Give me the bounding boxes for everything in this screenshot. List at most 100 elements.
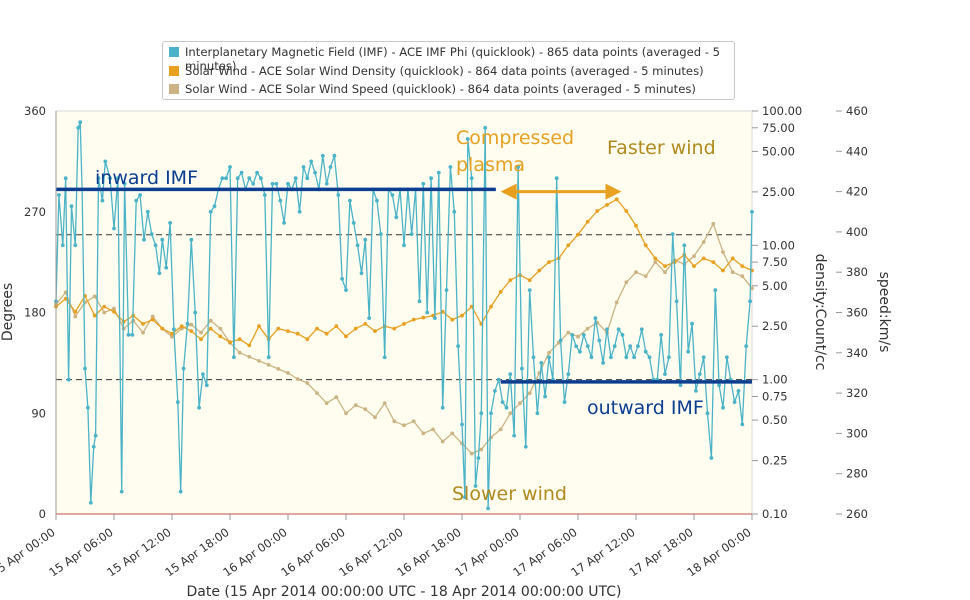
data-point-speed-36	[402, 423, 406, 428]
annotation-faster-wind: Faster wind	[607, 137, 716, 159]
data-point-phi-4	[66, 377, 71, 382]
data-point-phi-11	[86, 405, 90, 410]
data-point-phi-29	[149, 232, 154, 237]
y-tick-degrees-0: 0	[39, 507, 46, 521]
y-tick-density-10: 50.00	[762, 144, 795, 158]
y-tick-degrees-4: 360	[24, 104, 46, 118]
legend-item-imf-phi[interactable]: Interplanetary Magnetic Field (IMF) - AC…	[169, 45, 725, 73]
data-point-speed-10	[150, 314, 155, 319]
data-point-phi-117	[483, 125, 488, 130]
data-point-density-71	[740, 264, 745, 268]
data-point-density-31	[353, 326, 358, 331]
data-point-speed-43	[469, 451, 474, 456]
data-point-phi-7	[76, 125, 81, 130]
data-point-phi-116	[479, 411, 484, 416]
data-point-phi-61	[270, 181, 275, 186]
y-tick-speed-6: 380	[846, 265, 868, 279]
data-point-phi-99	[417, 299, 422, 304]
data-point-density-9	[141, 322, 145, 326]
data-point-density-1	[63, 296, 68, 301]
x-tick-label-12: 18 Apr 00:00	[684, 525, 753, 579]
data-point-phi-187	[750, 209, 754, 214]
data-point-phi-115	[476, 456, 481, 460]
data-point-density-32	[363, 322, 368, 326]
data-point-phi-97	[409, 232, 414, 237]
data-point-phi-76	[328, 165, 333, 169]
data-point-density-4	[92, 313, 97, 318]
data-point-density-2	[73, 309, 78, 314]
legend-swatch-imf-phi	[169, 47, 179, 57]
data-point-speed-55	[585, 326, 590, 331]
data-point-phi-145	[589, 355, 594, 360]
data-point-phi-176	[709, 456, 714, 460]
data-point-phi-93	[394, 215, 399, 220]
data-point-phi-17	[103, 159, 108, 164]
y-tick-speed-5: 360	[846, 306, 868, 320]
data-point-speed-17	[218, 326, 223, 331]
data-point-phi-82	[351, 221, 356, 225]
data-point-phi-100	[421, 181, 426, 186]
data-point-speed-5	[102, 310, 107, 315]
data-point-phi-67	[293, 176, 298, 181]
data-point-phi-154	[624, 355, 629, 360]
data-point-speed-41	[450, 431, 455, 436]
data-point-phi-103	[433, 316, 437, 320]
data-point-phi-107	[448, 165, 453, 169]
data-point-speed-12	[170, 334, 174, 339]
data-point-speed-60	[634, 270, 638, 275]
data-point-phi-112	[465, 137, 470, 141]
data-point-phi-64	[282, 221, 286, 225]
data-point-phi-12	[88, 500, 93, 505]
data-point-density-26	[305, 337, 310, 342]
data-point-phi-40	[189, 237, 194, 242]
data-point-phi-83	[355, 243, 360, 248]
y-tick-speed-4: 340	[846, 346, 868, 360]
data-point-phi-27	[142, 237, 146, 242]
data-point-phi-42	[197, 405, 202, 410]
data-point-density-56	[595, 209, 600, 213]
data-point-speed-66	[692, 254, 696, 258]
legend-label-speed: Solar Wind - ACE Solar Wind Speed (quick…	[185, 82, 696, 96]
data-point-density-29	[334, 324, 339, 329]
series-line-phi	[55, 121, 753, 510]
annotation-outward-imf: outward IMF	[587, 397, 704, 419]
legend-item-density[interactable]: Solar Wind - ACE Solar Wind Density (qui…	[169, 64, 725, 78]
data-point-density-17	[218, 334, 223, 339]
y-tick-speed-8: 420	[846, 185, 868, 199]
data-point-speed-47	[508, 411, 513, 416]
data-point-phi-70	[305, 176, 310, 181]
data-point-phi-114	[473, 484, 478, 488]
data-point-density-49	[527, 278, 532, 283]
x-tick-label-11: 17 Apr 18:00	[626, 525, 695, 579]
data-point-phi-163	[659, 333, 663, 337]
data-point-phi-184	[740, 422, 745, 427]
data-point-density-15	[199, 337, 203, 342]
data-point-phi-110	[460, 422, 464, 427]
data-point-phi-21	[119, 489, 124, 494]
data-point-speed-71	[740, 274, 745, 279]
data-point-phi-13	[91, 444, 96, 449]
data-point-speed-16	[208, 318, 213, 323]
data-point-speed-51	[547, 350, 551, 355]
data-point-density-27	[315, 326, 319, 331]
data-point-phi-178	[717, 383, 721, 388]
data-point-phi-68	[297, 209, 302, 214]
data-point-speed-40	[440, 439, 445, 444]
data-point-speed-23	[276, 367, 281, 371]
data-point-speed-2	[73, 314, 78, 319]
data-point-density-62	[653, 256, 658, 261]
data-point-phi-25	[134, 198, 139, 203]
data-point-speed-25	[295, 377, 300, 381]
y-tick-density-0: 0.10	[762, 507, 788, 521]
data-point-phi-130	[531, 355, 536, 360]
legend-item-speed[interactable]: Solar Wind - ACE Solar Wind Speed (quick…	[169, 82, 725, 96]
data-point-phi-109	[456, 344, 460, 348]
data-point-speed-33	[373, 415, 377, 420]
data-point-speed-20	[247, 354, 252, 359]
x-tick-label-1: 15 Apr 06:00	[46, 525, 115, 579]
data-point-speed-70	[730, 270, 735, 275]
data-point-phi-141	[574, 344, 578, 348]
data-point-phi-105	[440, 405, 445, 410]
data-point-phi-155	[628, 344, 633, 348]
y-tick-speed-9: 440	[846, 144, 868, 158]
